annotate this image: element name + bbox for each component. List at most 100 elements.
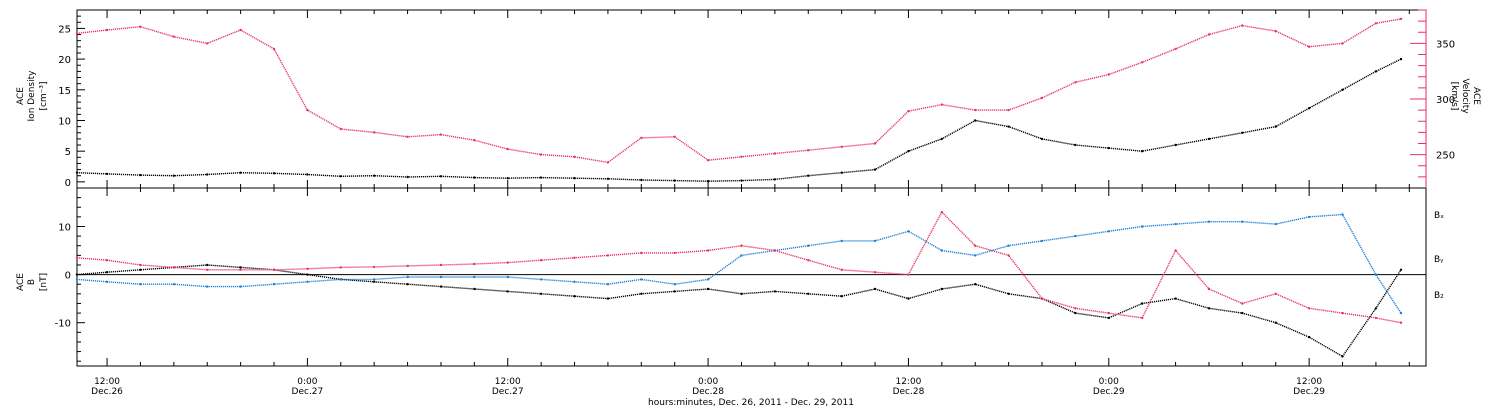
- density-y-tick-label: 5: [65, 147, 71, 158]
- density-series-line: [76, 58, 1402, 182]
- by-series-point: [1141, 225, 1144, 228]
- top-panel-frame: [76, 9, 1427, 189]
- bz-series-point: [1241, 302, 1244, 305]
- bz-series-point: [640, 251, 643, 255]
- by-series-point: [673, 283, 676, 286]
- bx-series-point: [573, 295, 576, 298]
- bz-series-point: [473, 262, 476, 266]
- bz-series-point: [807, 259, 810, 262]
- bz-series-point: [539, 259, 543, 262]
- velocity-series-point: [606, 161, 610, 164]
- velocity-series-point: [139, 25, 142, 28]
- bz-series-point: [740, 244, 743, 247]
- velocity-y-tick-label: 350: [1436, 39, 1455, 50]
- bz-series-point: [1007, 254, 1010, 257]
- bz-series-point: [573, 256, 576, 259]
- bz-series-point: [1040, 297, 1044, 300]
- density-series-point: [706, 180, 710, 183]
- density-series-point: [105, 172, 109, 176]
- bz-series-point: [1274, 292, 1277, 295]
- density-series-point: [1374, 70, 1378, 73]
- density-series-point: [439, 175, 443, 178]
- bx-series-point: [1174, 297, 1177, 300]
- b-y-tick-label: 10: [58, 222, 71, 233]
- bx-series-point: [1007, 292, 1010, 295]
- by-series-point: [272, 283, 276, 286]
- bz-series-point: [1341, 311, 1344, 315]
- density-series-point: [1141, 150, 1144, 153]
- bz-series-point: [773, 249, 777, 252]
- by-series-point: [573, 280, 576, 283]
- velocity-series-point: [1141, 61, 1144, 64]
- density-series-point: [1040, 137, 1044, 141]
- top-right-axis-title-line-1: ACE: [1471, 87, 1481, 105]
- bottom-panel-frame: [76, 187, 1427, 367]
- by-series-point: [1374, 273, 1378, 276]
- density-y-tick-label: 10: [58, 116, 71, 127]
- bx-series-point: [539, 292, 543, 295]
- x-tick-time-label: 0:00: [1099, 377, 1119, 387]
- bz-series-point: [1141, 316, 1144, 320]
- velocity-series-point: [1341, 42, 1344, 45]
- by-series-point: [1399, 311, 1403, 315]
- bx-series-point: [1341, 355, 1344, 358]
- by-series-point: [1241, 220, 1244, 223]
- top-left-axis-title-line-2: Ion Density: [27, 70, 37, 122]
- bx-series-point: [940, 287, 943, 291]
- velocity-series-point: [172, 35, 175, 38]
- bx-series-point: [506, 290, 509, 293]
- density-series-point: [172, 174, 175, 177]
- velocity-y-tick-label: 250: [1436, 151, 1455, 162]
- density-y-tick-label: 0: [65, 178, 71, 189]
- x-tick-time-label: 12:00: [895, 377, 921, 387]
- by-series-point: [1007, 244, 1010, 247]
- velocity-series-point: [1174, 47, 1177, 51]
- top-right-axis-title-line-2: Velocity: [1460, 78, 1470, 114]
- by-series-point: [339, 278, 342, 281]
- density-series-point: [306, 173, 309, 176]
- by-series-point: [1107, 230, 1111, 233]
- velocity-series-point: [673, 135, 676, 138]
- by-series-point: [740, 254, 743, 257]
- bx-series-point: [373, 280, 376, 283]
- b-y-tick-label: -10: [55, 319, 71, 330]
- bz-series-point: [272, 268, 276, 271]
- velocity-series-point: [1374, 22, 1378, 25]
- bz-series-point: [75, 256, 79, 259]
- bx-series-point: [439, 285, 443, 288]
- bx-series-point: [974, 283, 977, 286]
- bx-series-point: [1207, 307, 1211, 310]
- density-series-point: [406, 175, 409, 179]
- density-series-point: [1399, 57, 1403, 61]
- velocity-series-point: [640, 136, 643, 140]
- velocity-series-point: [1007, 108, 1010, 112]
- top-left-axis-title-line-1: ACE: [16, 87, 26, 105]
- velocity-series-point: [940, 103, 943, 106]
- density-series-point: [1074, 143, 1077, 147]
- x-tick-time-label: 12:00: [1296, 377, 1322, 387]
- by-series-point: [1207, 220, 1211, 223]
- velocity-series-point: [75, 32, 79, 35]
- density-series-point: [740, 179, 743, 182]
- bx-series-point: [1307, 335, 1311, 339]
- by-series-point: [306, 280, 309, 283]
- velocity-series-point: [907, 110, 910, 113]
- bz-series-point: [706, 249, 710, 252]
- bx-series-point: [473, 287, 476, 291]
- bx-series-point: [75, 273, 79, 276]
- bx-series-point: [740, 292, 743, 295]
- velocity-series-point: [473, 139, 476, 142]
- velocity-series-point: [373, 131, 376, 134]
- bz-series-point: [105, 259, 109, 262]
- density-y-tick-label: 25: [58, 24, 71, 35]
- by-series-point: [1307, 215, 1311, 219]
- by-series-point: [473, 275, 476, 279]
- velocity-series-point: [1107, 73, 1111, 76]
- velocity-series-point: [1399, 17, 1403, 21]
- density-series-point: [673, 179, 676, 182]
- velocity-series-point: [506, 147, 509, 151]
- bz-series-point: [239, 268, 242, 271]
- bz-series-line: [76, 210, 1402, 324]
- x-tick-time-label: 0:00: [297, 377, 317, 387]
- x-axis-title: hours:minutes, Dec. 26, 2011 - Dec. 29, …: [648, 398, 854, 408]
